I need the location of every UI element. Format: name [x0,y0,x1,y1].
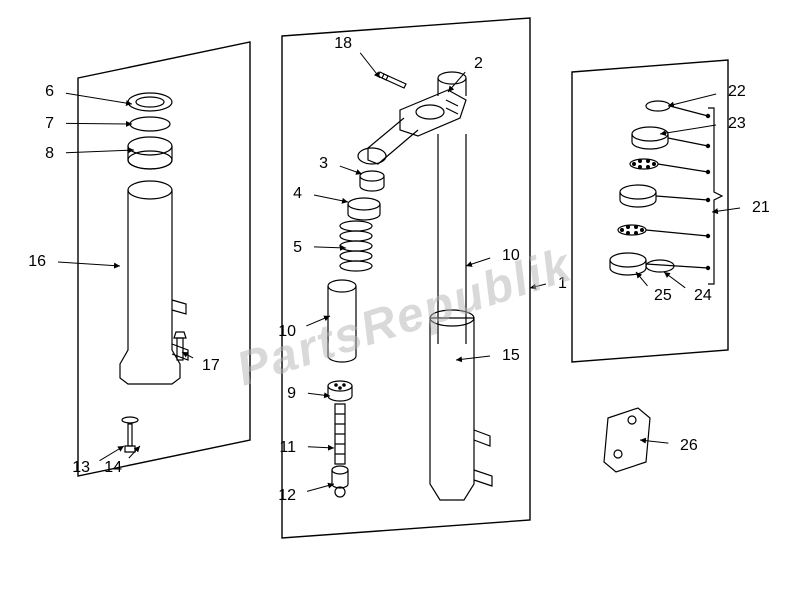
callout-leader-5 [314,247,346,248]
callout-leader-9 [308,393,330,396]
callout-leader-16 [58,262,120,266]
callout-label-4: 4 [293,185,302,202]
panels [78,18,728,538]
callout-leader-10 [306,316,330,326]
callout-leader-25 [636,272,648,286]
bracket-21 [708,108,722,284]
diagram-stage: 6781617131418234510109111215122232125242… [0,0,800,600]
callout-label-11: 11 [279,439,296,456]
callout-label-10: 10 [502,247,520,264]
callout-leader-15 [456,356,490,360]
callout-label-10: 10 [278,323,296,340]
callout-label-5: 5 [293,239,302,256]
callout-label-2: 2 [474,55,483,72]
callout-label-17: 17 [202,357,220,374]
callout-leader-1 [530,284,546,288]
callout-leader-10 [466,258,490,266]
callout-label-21: 21 [752,199,770,216]
left-panel-parts [120,93,188,452]
callout-label-22: 22 [728,83,746,100]
callout-leader-3 [340,166,362,174]
callout-label-13: 13 [72,459,90,476]
callout-label-14: 14 [104,459,122,476]
callout-leader-6 [66,93,132,104]
callout-leader-24 [664,272,685,288]
callout-leader-22 [668,94,716,106]
panel-left [78,42,250,476]
callout-label-6: 6 [45,83,54,100]
callout-leader-8 [66,150,134,153]
diagram-svg: 6781617131418234510109111215122232125242… [0,0,800,600]
callout-label-18: 18 [334,35,352,52]
right-panel-parts [610,101,710,275]
callout-label-3: 3 [319,155,328,172]
callout-label-8: 8 [45,145,54,162]
callout-leader-21 [712,208,740,212]
callout-leader-4 [314,195,348,202]
callout-label-16: 16 [28,253,46,270]
callout-leader-11 [308,447,334,448]
panel-center [282,18,530,538]
callout-label-24: 24 [694,287,712,304]
callout-leader-23 [660,125,716,134]
callout-label-15: 15 [502,347,520,364]
callout-label-25: 25 [654,287,672,304]
callout-label-12: 12 [278,487,296,504]
callout-label-1: 1 [558,275,567,292]
callout-label-23: 23 [728,115,746,132]
center-panel-parts [328,72,492,500]
callout-leader-26 [640,440,668,443]
panel-right [572,60,728,362]
callout-leader-18 [360,53,380,78]
callout-label-7: 7 [45,115,54,132]
callout-label-9: 9 [287,385,296,402]
callout-leader-12 [307,484,334,491]
callout-label-26: 26 [680,437,698,454]
callout-leader-7 [66,123,132,124]
